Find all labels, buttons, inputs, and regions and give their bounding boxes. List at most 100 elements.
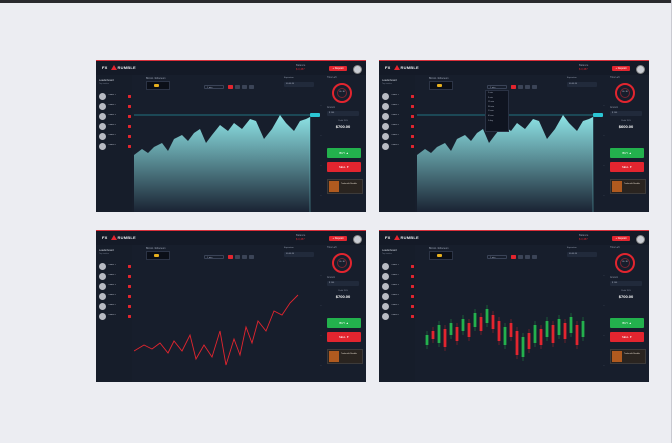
price-chart[interactable] [417, 95, 603, 212]
trader-flag-icon[interactable] [128, 295, 131, 298]
amount-input[interactable]: $ 100 [327, 111, 359, 116]
trader-flag-icon[interactable] [128, 105, 131, 108]
avatar[interactable] [353, 235, 362, 244]
trader-row[interactable]: Trader 5 [382, 303, 414, 312]
trader-flag-icon[interactable] [411, 105, 414, 108]
trader-flag-icon[interactable] [411, 295, 414, 298]
promo-banner[interactable]: Trade with Rumble [610, 179, 646, 194]
logo[interactable]: FX RUMBLE [102, 65, 136, 70]
trader-flag-icon[interactable] [128, 285, 131, 288]
expiration-select[interactable]: 00:00:30 [284, 252, 314, 257]
trader-row[interactable]: Trader 2 [99, 103, 131, 112]
trader-flag-icon[interactable] [128, 305, 131, 308]
asset-selector[interactable] [146, 81, 170, 90]
promo-banner[interactable]: Trade with Rumble [327, 179, 363, 194]
amount-input[interactable]: $ 100 [327, 281, 359, 286]
candle-chart-tool-icon[interactable] [242, 255, 247, 259]
trader-row[interactable]: Trader 6 [99, 313, 131, 322]
avatar[interactable] [636, 65, 645, 74]
trader-row[interactable]: Trader 3 [382, 283, 414, 292]
timeframe-select[interactable]: 1 min [204, 255, 224, 259]
timeframe-select[interactable]: 1 min [487, 85, 507, 89]
avatar[interactable] [636, 235, 645, 244]
sell-button[interactable]: SELL ▼ [327, 162, 361, 172]
trader-flag-icon[interactable] [411, 145, 414, 148]
trader-row[interactable]: Trader 5 [99, 133, 131, 142]
buy-button[interactable]: BUY ▲ [327, 318, 361, 328]
deposit-button[interactable]: + Deposit [329, 66, 347, 71]
menu-item[interactable]: 15 min [488, 101, 495, 104]
trader-row[interactable]: Trader 6 [382, 313, 414, 322]
candle-chart-tool-icon[interactable] [525, 255, 530, 259]
logo[interactable]: FX RUMBLE [102, 235, 136, 240]
trader-row[interactable]: Trader 1 [99, 263, 131, 272]
trader-row[interactable]: Trader 2 [382, 103, 414, 112]
trader-row[interactable]: Trader 4 [99, 123, 131, 132]
area-chart-tool-icon[interactable] [511, 85, 516, 89]
trader-row[interactable]: Trader 1 [99, 93, 131, 102]
candle-chart-tool-icon[interactable] [525, 85, 530, 89]
expiration-select[interactable]: 00:00:30 [567, 252, 597, 257]
menu-item[interactable]: 5 min [488, 96, 493, 99]
trader-flag-icon[interactable] [411, 115, 414, 118]
trader-row[interactable]: Trader 3 [99, 113, 131, 122]
menu-item[interactable]: 1 day [488, 119, 493, 122]
deposit-button[interactable]: + Deposit [329, 236, 347, 241]
line-chart-tool-icon[interactable] [518, 255, 523, 259]
price-chart[interactable] [417, 265, 603, 382]
menu-item[interactable]: 1 min [488, 92, 493, 94]
area-chart-tool-icon[interactable] [228, 85, 233, 89]
trader-flag-icon[interactable] [411, 95, 414, 98]
trader-row[interactable]: Trader 1 [382, 263, 414, 272]
menu-item[interactable]: 1 hour [488, 110, 494, 113]
menu-item[interactable]: 4 hour [488, 114, 494, 117]
trader-row[interactable]: Trader 2 [382, 273, 414, 282]
trader-flag-icon[interactable] [411, 135, 414, 138]
buy-button[interactable]: BUY ▲ [327, 148, 361, 158]
trader-row[interactable]: Trader 5 [99, 303, 131, 312]
trader-flag-icon[interactable] [128, 275, 131, 278]
trader-row[interactable]: Trader 4 [99, 293, 131, 302]
trader-flag-icon[interactable] [128, 135, 131, 138]
buy-button[interactable]: BUY ▲ [610, 148, 644, 158]
asset-selector[interactable] [146, 251, 170, 260]
trader-row[interactable]: Trader 6 [99, 143, 131, 152]
trader-flag-icon[interactable] [128, 95, 131, 98]
expiration-select[interactable]: 00:00:30 [567, 82, 597, 87]
trader-flag-icon[interactable] [411, 125, 414, 128]
sell-button[interactable]: SELL ▼ [327, 332, 361, 342]
avatar[interactable] [353, 65, 362, 74]
trader-flag-icon[interactable] [128, 125, 131, 128]
trader-flag-icon[interactable] [411, 315, 414, 318]
trader-flag-icon[interactable] [411, 275, 414, 278]
draw-tool-icon[interactable] [532, 255, 537, 259]
price-chart[interactable] [134, 265, 320, 382]
sell-button[interactable]: SELL ▼ [610, 162, 644, 172]
trader-row[interactable]: Trader 3 [382, 113, 414, 122]
line-chart-tool-icon[interactable] [235, 255, 240, 259]
trader-flag-icon[interactable] [128, 265, 131, 268]
candle-chart-tool-icon[interactable] [242, 85, 247, 89]
trader-row[interactable]: Trader 4 [382, 293, 414, 302]
trader-row[interactable]: Trader 6 [382, 143, 414, 152]
amount-input[interactable]: $ 100 [610, 281, 642, 286]
draw-tool-icon[interactable] [249, 255, 254, 259]
sell-button[interactable]: SELL ▼ [610, 332, 644, 342]
amount-input[interactable]: $ 100 [610, 111, 642, 116]
deposit-button[interactable]: + Deposit [612, 236, 630, 241]
asset-selector[interactable] [429, 251, 453, 260]
trader-flag-icon[interactable] [411, 305, 414, 308]
menu-item[interactable]: 30 min [488, 105, 495, 108]
trader-flag-icon[interactable] [411, 285, 414, 288]
line-chart-tool-icon[interactable] [518, 85, 523, 89]
draw-tool-icon[interactable] [532, 85, 537, 89]
line-chart-tool-icon[interactable] [235, 85, 240, 89]
trader-flag-icon[interactable] [128, 145, 131, 148]
trader-flag-icon[interactable] [411, 265, 414, 268]
timeframe-select[interactable]: 1 min [487, 255, 507, 259]
trader-flag-icon[interactable] [128, 315, 131, 318]
logo[interactable]: FX RUMBLE [385, 65, 419, 70]
promo-banner[interactable]: Trade with Rumble [610, 349, 646, 364]
draw-tool-icon[interactable] [249, 85, 254, 89]
area-chart-tool-icon[interactable] [228, 255, 233, 259]
